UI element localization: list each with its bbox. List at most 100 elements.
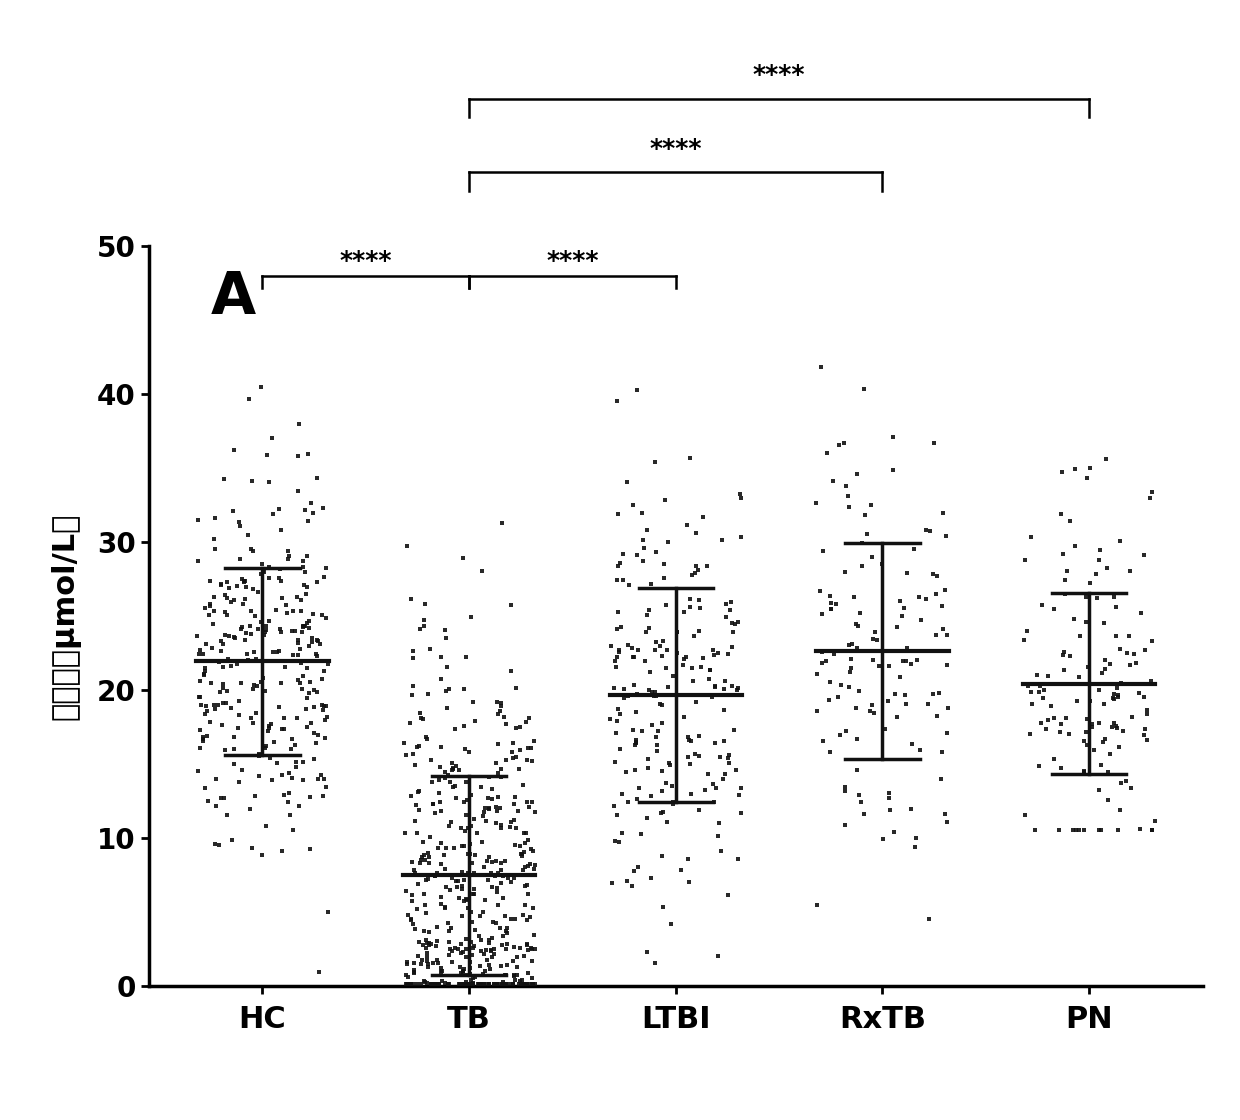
Point [419, 934, 439, 952]
Point [471, 932, 491, 950]
Point [246, 650, 265, 668]
Point [195, 666, 215, 684]
Point [246, 703, 265, 721]
Point [454, 837, 474, 855]
Point [461, 976, 481, 993]
Point [503, 967, 523, 984]
Point [229, 516, 249, 534]
Point [211, 642, 231, 660]
Point [717, 596, 737, 614]
Point [485, 976, 505, 993]
Point [311, 697, 331, 715]
Point [314, 500, 334, 517]
Point [885, 685, 905, 703]
Point [1053, 463, 1073, 480]
Point [1132, 604, 1152, 622]
Point [525, 856, 544, 874]
Point [652, 762, 672, 780]
Point [480, 799, 500, 816]
Point [512, 846, 532, 864]
Point [1074, 821, 1094, 839]
Point [879, 788, 899, 806]
Point [463, 693, 482, 711]
Point [1106, 598, 1126, 616]
Point [438, 914, 458, 932]
Point [288, 448, 308, 466]
Point [1110, 802, 1130, 820]
Point [673, 655, 693, 673]
Point [812, 643, 832, 661]
Point [501, 813, 521, 831]
Point [267, 601, 286, 619]
Point [1050, 759, 1070, 777]
Point [403, 648, 423, 666]
Point [517, 935, 537, 953]
Point [459, 743, 479, 760]
Point [503, 734, 523, 752]
Point [472, 808, 492, 825]
Point [487, 693, 507, 711]
Point [308, 469, 327, 487]
Point [852, 557, 872, 575]
Point [248, 676, 268, 694]
Point [520, 855, 539, 872]
Point [1107, 719, 1127, 737]
Point [255, 737, 275, 755]
Point [259, 558, 279, 576]
Point [629, 858, 649, 876]
Point [835, 816, 854, 834]
Point [464, 885, 484, 903]
Point [935, 581, 955, 599]
Point [605, 659, 625, 676]
Point [849, 786, 869, 804]
Point [397, 538, 417, 556]
Point [836, 777, 856, 795]
Point [835, 782, 854, 800]
Point [470, 958, 490, 976]
Point [438, 766, 458, 784]
Point [1076, 588, 1096, 606]
Point [905, 830, 925, 848]
Point [487, 976, 507, 993]
Point [715, 672, 735, 690]
Point [626, 730, 646, 748]
Point [903, 736, 923, 754]
Point [916, 521, 936, 539]
Point [296, 615, 316, 633]
Point [625, 762, 645, 780]
Point [491, 816, 511, 834]
Point [646, 688, 666, 706]
Point [518, 857, 538, 875]
Point [684, 627, 704, 645]
Point [291, 591, 311, 609]
Point [619, 576, 639, 594]
Point [213, 635, 233, 653]
Point [879, 656, 899, 674]
Point [308, 726, 327, 744]
Point [193, 664, 213, 682]
Point [494, 889, 513, 907]
Point [300, 840, 320, 858]
Point [482, 780, 502, 797]
Point [205, 530, 224, 548]
Point [244, 675, 264, 693]
Point [213, 675, 233, 693]
Point [910, 741, 930, 759]
Point [221, 699, 241, 717]
Point [234, 572, 254, 590]
Point [241, 801, 260, 819]
Point [443, 754, 463, 772]
Point [856, 506, 875, 524]
Point [253, 846, 273, 864]
Point [725, 615, 745, 633]
Point [474, 976, 494, 993]
Point [895, 694, 915, 712]
Point [649, 722, 668, 740]
Point [653, 803, 673, 821]
Point [513, 824, 533, 842]
Point [450, 976, 470, 993]
Point [403, 976, 423, 993]
Point [455, 976, 475, 993]
Point [686, 693, 706, 711]
Point [315, 711, 335, 729]
